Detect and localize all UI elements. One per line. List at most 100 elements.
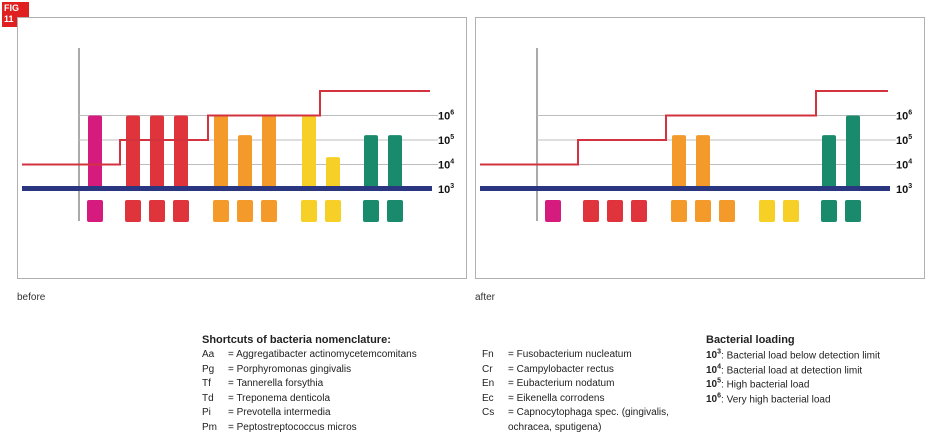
loading-row: 105: High bacterial load	[706, 378, 809, 390]
caption-after: after	[475, 292, 495, 303]
shortcut-text: = Capnocytophaga spec. (gingivalis,	[508, 407, 669, 418]
y-tick-base: 10	[896, 111, 908, 123]
shortcut-row: Tf = Tannerella forsythia	[202, 378, 323, 389]
bar-cs	[388, 135, 402, 189]
loading-row: 106: Very high bacterial load	[706, 393, 831, 405]
shortcut-text: = Aggregatibacter actinomycetemcomitans	[228, 349, 417, 360]
loading-level-base: 10	[706, 394, 717, 405]
y-tick-label: 103	[438, 183, 454, 196]
y-tick-base: 10	[438, 111, 450, 123]
category-chip-td	[173, 200, 189, 222]
category-chip-aa	[87, 200, 103, 222]
shortcut-abbr: Aa	[202, 349, 228, 360]
category-chip-fn	[261, 200, 277, 222]
shortcut-abbr: Ec	[482, 393, 508, 404]
bar-fn	[262, 116, 276, 190]
loading-level-base: 10	[706, 379, 717, 390]
y-tick-exponent: 6	[450, 110, 454, 117]
shortcut-text: = Eubacterium nodatum	[508, 378, 614, 389]
y-tick-exponent: 6	[908, 110, 912, 117]
loading-level-base: 10	[706, 350, 717, 361]
bar-ec	[364, 135, 378, 189]
loading-text: : Very high bacterial load	[721, 394, 831, 405]
bar-en	[326, 157, 340, 189]
y-tick-label: 106	[438, 110, 454, 123]
shortcut-text: ochracea, sputigena)	[508, 422, 601, 433]
loading-text: : Bacterial load below detection limit	[721, 350, 880, 361]
category-chip-cs	[387, 200, 403, 222]
shortcut-row: Cr = Campylobacter rectus	[482, 364, 614, 375]
baseline-bar	[22, 186, 432, 191]
bar-tf	[150, 116, 164, 190]
y-tick-base: 10	[438, 135, 450, 147]
y-tick-base: 10	[896, 135, 908, 147]
bar-pi	[214, 116, 228, 190]
category-chip-pg	[583, 200, 599, 222]
loading-level-base: 10	[706, 365, 717, 376]
bar-pm	[238, 135, 252, 189]
shortcut-row: Aa = Aggregatibacter actinomycetemcomitan…	[202, 349, 417, 360]
category-chip-tf	[607, 200, 623, 222]
category-chip-fn	[719, 200, 735, 222]
y-tick-exponent: 3	[908, 183, 912, 190]
shortcut-row: Td = Treponema denticola	[202, 393, 330, 404]
shortcut-row: Cs = Capnocytophaga spec. (gingivalis,	[482, 407, 669, 418]
shortcut-abbr: Cs	[482, 407, 508, 418]
loading-row: 103: Bacterial load below detection limi…	[706, 349, 880, 361]
category-chip-en	[783, 200, 799, 222]
y-tick-label: 106	[896, 110, 912, 123]
shortcut-abbr: Tf	[202, 378, 228, 389]
shortcut-abbr: Td	[202, 393, 228, 404]
shortcut-row: Fn = Fusobacterium nucleatum	[482, 349, 632, 360]
shortcut-text: = Eikenella corrodens	[508, 393, 604, 404]
loading-level: 103	[706, 350, 721, 361]
loading-level: 104	[706, 365, 721, 376]
shortcut-abbr: Pm	[202, 422, 228, 433]
bar-aa	[88, 116, 102, 190]
shortcut-text: = Campylobacter rectus	[508, 364, 614, 375]
loading-text: : Bacterial load at detection limit	[721, 365, 862, 376]
shortcut-row: En = Eubacterium nodatum	[482, 378, 614, 389]
shortcut-text: = Tannerella forsythia	[228, 378, 323, 389]
shortcut-text: = Fusobacterium nucleatum	[508, 349, 632, 360]
category-chip-ec	[821, 200, 837, 222]
shortcut-text: = Peptostreptococcus micros	[228, 422, 357, 433]
caption-before: before	[17, 292, 45, 303]
category-chip-pm	[695, 200, 711, 222]
bar-pg	[126, 116, 140, 190]
loading-level: 105	[706, 379, 721, 390]
y-tick-exponent: 5	[908, 134, 912, 141]
y-tick-label: 105	[896, 134, 912, 147]
shortcut-abbr: Fn	[482, 349, 508, 360]
category-chip-tf	[149, 200, 165, 222]
category-chip-aa	[545, 200, 561, 222]
bar-ec	[822, 135, 836, 189]
category-chip-pi	[671, 200, 687, 222]
y-tick-base: 10	[438, 184, 450, 196]
loading-text: : High bacterial load	[721, 379, 809, 390]
category-chip-cr	[301, 200, 317, 222]
y-tick-label: 103	[896, 183, 912, 196]
figure-badge-line1: FIG	[4, 3, 27, 14]
category-chip-pi	[213, 200, 229, 222]
baseline-bar	[480, 186, 890, 191]
category-chip-cs	[845, 200, 861, 222]
shortcut-abbr: Pi	[202, 407, 228, 418]
y-tick-exponent: 4	[908, 159, 912, 166]
bar-pi	[672, 135, 686, 189]
loading-level: 106	[706, 394, 721, 405]
chart-panel-after: 103 104 105 106	[475, 17, 925, 279]
shortcut-row: Pm = Peptostreptococcus micros	[202, 422, 357, 433]
bar-cr	[302, 116, 316, 190]
shortcut-row: Ec = Eikenella corrodens	[482, 393, 604, 404]
shortcut-text: = Prevotella intermedia	[228, 407, 331, 418]
chart-panel-before: 103 104 105 106	[17, 17, 467, 279]
y-tick-base: 10	[896, 184, 908, 196]
category-chip-pg	[125, 200, 141, 222]
y-tick-label: 104	[896, 159, 912, 172]
bar-cs	[846, 116, 860, 190]
shortcut-row: ochracea, sputigena)	[482, 422, 601, 433]
shortcut-abbr: En	[482, 378, 508, 389]
y-tick-base: 10	[438, 160, 450, 172]
